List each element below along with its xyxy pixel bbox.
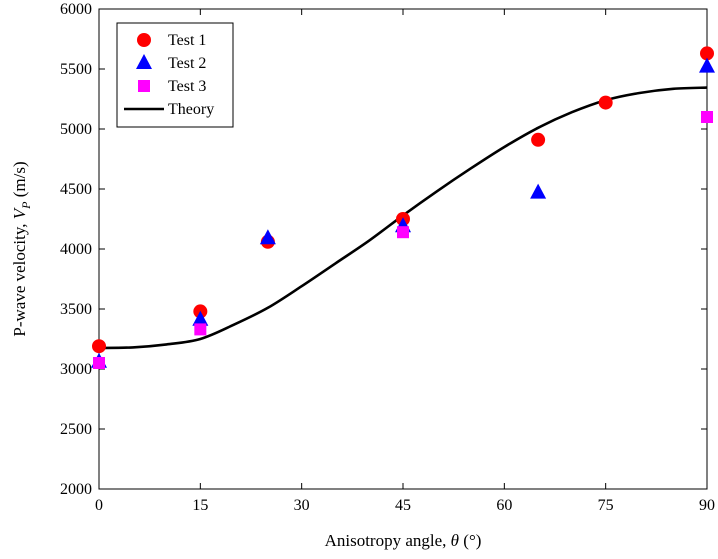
y-tick-label: 6000 <box>60 1 92 18</box>
x-tick-label: 45 <box>395 497 411 514</box>
y-tick-label: 5000 <box>60 121 92 138</box>
data-point <box>531 132 546 147</box>
data-point <box>92 339 106 354</box>
x-axis-label-suffix: (°) <box>459 531 481 550</box>
x-tick-label: 15 <box>192 497 208 514</box>
legend: Test 1 Test 2 Test 3 Theory <box>116 22 234 128</box>
y-tick-label: 4500 <box>60 181 92 198</box>
data-point <box>93 357 105 369</box>
legend-label: Theory <box>168 101 214 118</box>
data-point <box>530 183 547 199</box>
legend-label: Test 2 <box>168 55 206 72</box>
data-point <box>194 323 207 336</box>
x-axis-label-prefix: Anisotropy angle, <box>325 531 451 550</box>
y-tick-label: 2500 <box>60 421 92 438</box>
x-tick-label: 75 <box>598 497 614 514</box>
legend-marker <box>138 80 150 92</box>
legend-marker <box>136 54 152 69</box>
x-axis-label-symbol: θ <box>451 531 459 550</box>
data-point <box>598 95 613 110</box>
data-point <box>699 57 715 73</box>
y-tick-label: 3000 <box>60 361 92 378</box>
legend-marker <box>137 33 151 47</box>
x-axis-label: Anisotropy angle, θ (°) <box>325 531 482 550</box>
y-tick-label: 5500 <box>60 61 92 78</box>
y-tick-label: 4000 <box>60 241 92 258</box>
y-axis-label-suffix: (m/s) <box>10 161 29 201</box>
x-tick-label: 0 <box>95 497 103 514</box>
x-tick-label: 90 <box>699 497 715 514</box>
x-axis: 0 15 30 45 60 75 90 <box>95 9 715 514</box>
y-axis-label-prefix: P-wave velocity, <box>10 219 29 336</box>
data-point <box>192 310 209 326</box>
data-point <box>397 226 409 239</box>
x-tick-label: 60 <box>496 497 512 514</box>
legend-label: Test 1 <box>168 32 206 49</box>
y-tick-label: 3500 <box>60 301 92 318</box>
x-tick-label: 30 <box>294 497 310 514</box>
data-point <box>259 229 276 245</box>
y-axis: 2000 2500 3000 3500 4000 4500 5000 5500 6000 <box>60 1 707 498</box>
y-axis-label-symbol: V <box>10 206 29 219</box>
series-test-3 <box>93 111 713 369</box>
y-axis-label: P-wave velocity, VP (m/s) <box>10 161 33 336</box>
legend-label: Test 3 <box>168 78 206 95</box>
data-point <box>701 111 713 123</box>
data-points <box>91 46 715 369</box>
data-point <box>700 46 714 61</box>
y-tick-label: 2000 <box>60 481 92 498</box>
y-axis-label-subscript: P <box>19 201 33 210</box>
